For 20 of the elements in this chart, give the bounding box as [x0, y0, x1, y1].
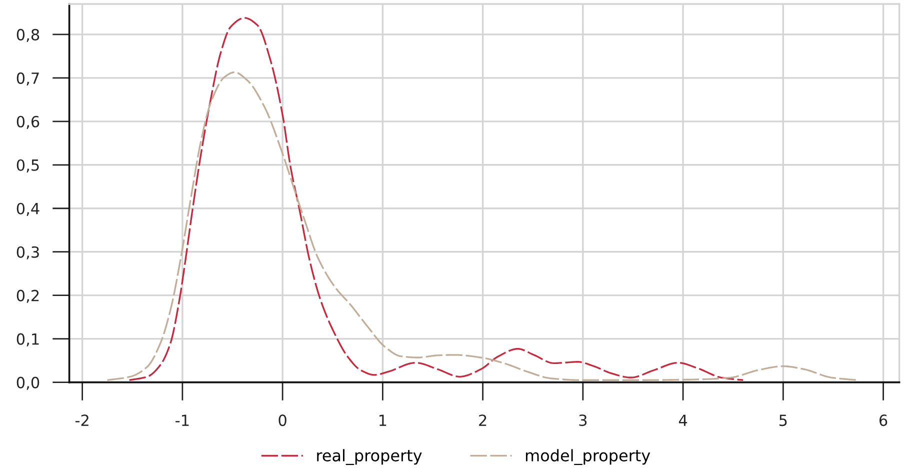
x-tick-label: -2	[75, 414, 88, 426]
y-tick-label: 0,7	[16, 72, 39, 86]
x-tick-label: -1	[176, 414, 189, 426]
y-tick-label: 0,3	[16, 246, 39, 260]
legend-label: model_property	[526, 449, 650, 466]
x-tick-label: 1	[379, 414, 386, 426]
legend-label: real_property	[317, 449, 422, 466]
y-tick-label: 0,8	[16, 28, 40, 42]
x-tick-label: 4	[678, 414, 688, 426]
y-tick-label: 0,5	[16, 159, 39, 172]
x-tick-label: 5	[779, 414, 787, 426]
y-tick-label: 0,2	[16, 290, 39, 303]
y-tick-label: 0,0	[16, 376, 40, 390]
y-tick-label: 0,6	[16, 116, 40, 129]
x-tick-label: 0	[278, 414, 286, 426]
x-tick-label: 2	[479, 414, 486, 426]
x-tick-label: 3	[579, 414, 587, 426]
x-tick-label: 6	[879, 414, 888, 426]
y-tick-label: 0,4	[16, 202, 40, 216]
y-tick-label: 0,1	[16, 333, 39, 346]
